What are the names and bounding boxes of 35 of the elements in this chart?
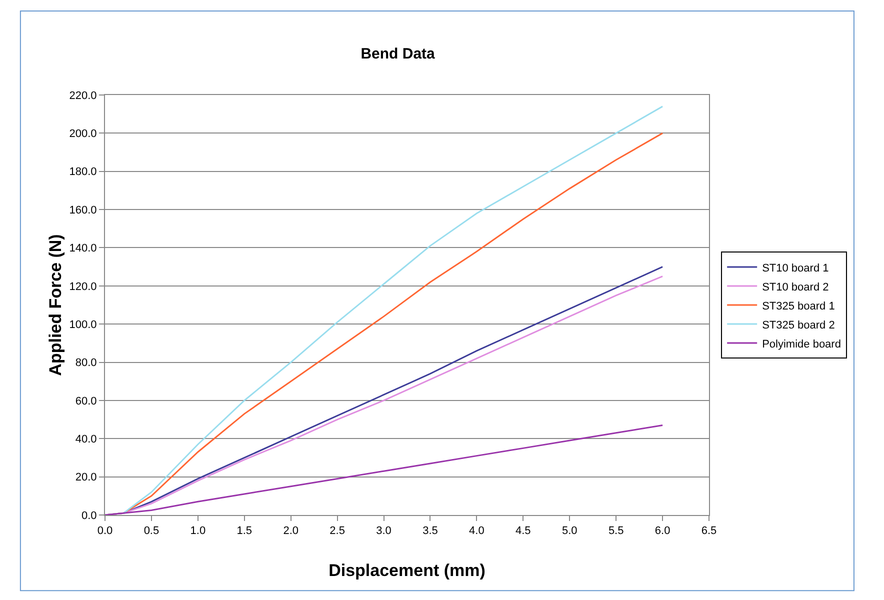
x-axis-title: Displacement (mm) (328, 561, 486, 580)
y-tick-label: 80.0 (75, 357, 97, 370)
y-tick-label: 180.0 (69, 166, 97, 178)
x-tick-label: 5.5 (608, 525, 624, 538)
y-tick-label: 40.0 (75, 433, 97, 446)
y-axis-title: Applied Force (N) (46, 234, 65, 376)
y-tick-label: 60.0 (75, 395, 97, 408)
y-tick-label: 140.0 (69, 242, 97, 255)
y-tick-label: 0.0 (82, 510, 97, 522)
y-tick-label: 200.0 (69, 128, 97, 140)
legend-label: ST10 board 2 (762, 281, 829, 294)
x-tick-label: 2.5 (330, 525, 345, 538)
x-tick-label: 6.5 (701, 525, 717, 538)
x-tick-label: 5.0 (562, 525, 578, 538)
x-tick-label: 0.0 (97, 525, 113, 538)
x-tick-label: 3.5 (422, 525, 438, 538)
x-tick-label: 1.0 (190, 525, 206, 538)
chart-title: Bend Data (360, 46, 436, 62)
y-tick-label: 160.0 (69, 204, 97, 216)
y-tick-label: 20.0 (75, 472, 97, 484)
x-tick-label: 2.0 (283, 525, 298, 538)
line-series (105, 424, 664, 515)
legend-label: ST325 board 2 (762, 319, 835, 332)
legend-label: Polyimide board (762, 338, 841, 350)
legend-label: ST10 board 1 (762, 262, 829, 274)
y-tick-label: 100.0 (69, 318, 97, 331)
y-tick-label: 220.0 (69, 90, 97, 102)
x-tick-label: 4.5 (516, 525, 531, 538)
x-tick-label: 6.0 (654, 525, 670, 538)
x-tick-label: 0.5 (144, 525, 160, 538)
x-tick-label: 3.0 (376, 525, 392, 538)
y-tick-label: 120.0 (69, 280, 97, 293)
x-tick-label: 4.0 (469, 525, 484, 538)
legend-label: ST325 board 1 (762, 300, 835, 312)
x-tick-label: 1.5 (236, 525, 252, 538)
